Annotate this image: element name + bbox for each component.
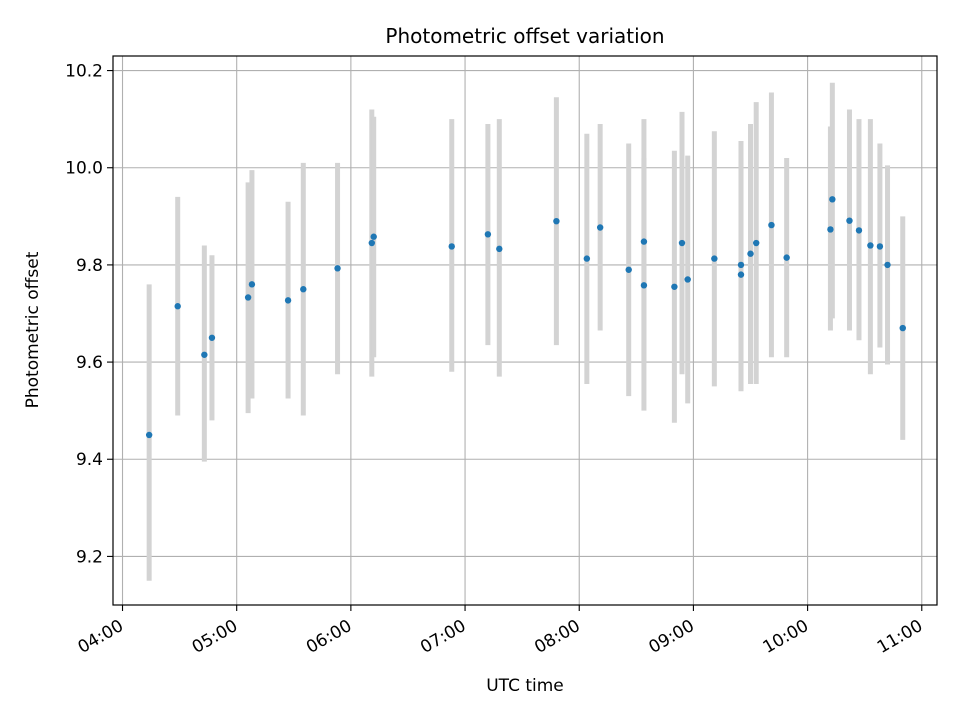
y-tick-label: 9.6 bbox=[76, 353, 103, 373]
data-point bbox=[867, 242, 874, 249]
y-tick-label: 9.4 bbox=[76, 450, 103, 470]
data-point bbox=[484, 231, 492, 238]
data-point bbox=[899, 324, 906, 332]
data-point bbox=[625, 266, 632, 273]
data-point bbox=[768, 221, 775, 229]
y-tick-label: 10.2 bbox=[65, 62, 103, 82]
data-point bbox=[737, 271, 745, 278]
data-point bbox=[553, 217, 560, 225]
y-tick-label: 9.8 bbox=[76, 256, 103, 276]
data-point bbox=[208, 334, 216, 341]
data-point bbox=[300, 286, 307, 293]
data-point bbox=[827, 226, 834, 233]
data-point bbox=[783, 254, 790, 261]
data-point bbox=[583, 255, 591, 262]
data-point bbox=[737, 261, 745, 269]
data-point bbox=[145, 431, 153, 439]
data-point bbox=[711, 255, 718, 262]
y-tick-label: 9.2 bbox=[76, 547, 103, 567]
x-axis-label: UTC time bbox=[486, 676, 564, 696]
data-point bbox=[370, 233, 377, 240]
data-point bbox=[747, 250, 754, 257]
data-point bbox=[248, 281, 256, 288]
data-point bbox=[829, 196, 836, 203]
chart-title: Photometric offset variation bbox=[385, 24, 664, 48]
data-point bbox=[640, 238, 648, 245]
data-point bbox=[640, 282, 648, 289]
plot-frame bbox=[112, 55, 938, 606]
data-points bbox=[145, 196, 906, 439]
data-point bbox=[368, 239, 376, 247]
data-point bbox=[876, 243, 884, 250]
data-point bbox=[684, 276, 691, 283]
data-point bbox=[448, 243, 455, 250]
data-point bbox=[884, 261, 891, 269]
data-point bbox=[678, 239, 686, 247]
data-point bbox=[334, 265, 341, 272]
y-axis-label: Photometric offset bbox=[23, 251, 43, 408]
data-point bbox=[174, 303, 181, 310]
data-point bbox=[753, 239, 760, 247]
data-point bbox=[855, 227, 863, 234]
data-point bbox=[284, 297, 292, 304]
data-point bbox=[846, 217, 853, 224]
data-point bbox=[201, 351, 208, 358]
data-point bbox=[244, 294, 252, 301]
data-point bbox=[671, 283, 678, 290]
data-point bbox=[596, 224, 604, 231]
y-tick-label: 10.0 bbox=[65, 159, 103, 179]
data-point bbox=[496, 245, 503, 253]
y-axis-ticks: 9.2 9.4 9.6 9.8 10.0 10.2 bbox=[65, 62, 113, 567]
